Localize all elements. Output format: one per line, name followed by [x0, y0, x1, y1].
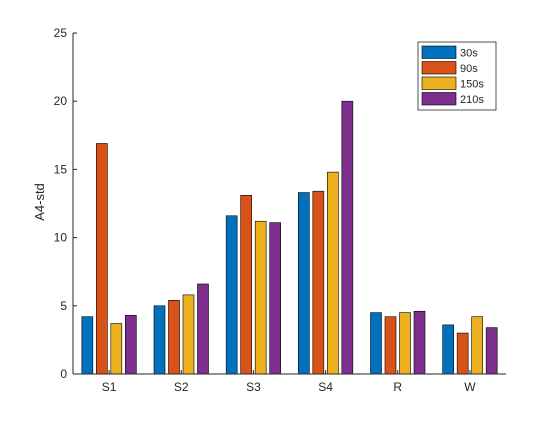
legend-swatch-150s: [421, 76, 457, 90]
legend-swatch-210s: [421, 92, 457, 106]
bar-S1-210s: [125, 315, 137, 375]
bar-S4-150s: [327, 171, 339, 375]
y-axis-label: A4-std: [32, 183, 47, 221]
legend-swatch-30s: [421, 45, 457, 59]
legend: 30s 90s 150s 210s: [417, 41, 497, 111]
y-tick-label: 0: [60, 367, 67, 381]
x-tick-label: R: [393, 380, 402, 394]
x-tick-label: W: [464, 380, 476, 394]
bar-S2-150s: [182, 294, 195, 375]
x-tick-label: S3: [246, 380, 261, 394]
legend-label-30s: 30s: [460, 48, 478, 60]
legend-label-150s: 150s: [460, 79, 484, 91]
bar-W-90s: [456, 332, 469, 375]
bar-S3-210s: [269, 222, 281, 375]
bar-S4-30s: [298, 192, 310, 375]
bar-W-30s: [442, 324, 454, 375]
bar-S3-150s: [254, 220, 267, 375]
bars-layer: [81, 100, 498, 375]
bar-R-90s: [384, 316, 397, 375]
bar-S4-90s: [312, 190, 325, 375]
bar-S2-210s: [197, 283, 209, 375]
legend-label-90s: 90s: [460, 63, 478, 75]
y-tick-label: 10: [54, 231, 68, 245]
legend-swatch-90s: [421, 61, 457, 75]
bar-R-30s: [370, 312, 382, 375]
bar-S2-90s: [168, 300, 180, 375]
y-tick-label: 25: [54, 26, 68, 40]
y-tick-label: 5: [60, 299, 67, 313]
bar-S3-30s: [225, 215, 238, 375]
legend-label-210s: 210s: [460, 94, 484, 106]
x-tick-label: S4: [318, 380, 333, 394]
bar-W-210s: [485, 327, 498, 375]
bar-W-150s: [471, 316, 483, 375]
bar-R-210s: [413, 310, 426, 375]
x-tick-label: S1: [102, 380, 117, 394]
bar-S2-30s: [153, 305, 166, 375]
y-tick-label: 20: [54, 94, 68, 108]
bar-S4-210s: [341, 100, 354, 375]
bar-S1-30s: [81, 316, 94, 375]
axes-layer: 0 5 10 15 20 25 S1 S2 S3 S4 R W: [54, 26, 506, 394]
bar-S1-90s: [96, 143, 108, 375]
bar-S3-90s: [240, 195, 252, 375]
bar-R-150s: [399, 312, 411, 375]
y-tick-label: 15: [54, 162, 68, 176]
bar-S1-150s: [110, 323, 123, 375]
x-tick-label: S2: [174, 380, 189, 394]
